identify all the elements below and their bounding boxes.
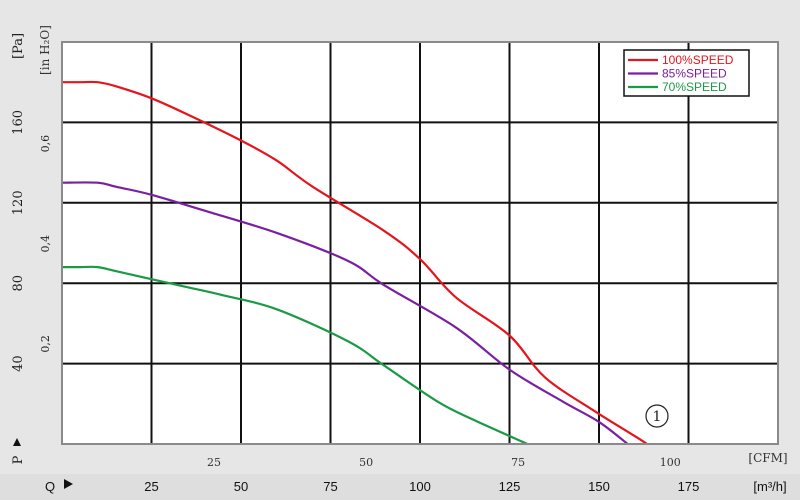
x-tick-label-cfm: 50 — [359, 456, 373, 469]
y-tick-label-pa: 160 — [11, 110, 26, 135]
series-line-100-speed — [62, 80, 649, 444]
annotation-number: 1 — [653, 409, 662, 425]
y-axis-letter: P — [11, 455, 26, 464]
y-tick-label-pa: 120 — [11, 190, 26, 215]
series-line-85-speed — [62, 181, 629, 444]
y-tick-label-inh2o: 0,2 — [39, 335, 52, 353]
x-unit-m3h: [m³/h] — [753, 479, 786, 494]
x-unit-cfm: [CFM] — [748, 451, 787, 465]
x-axis-band — [0, 474, 800, 500]
x-tick-label-cfm: 75 — [511, 456, 525, 469]
plot-border — [61, 41, 779, 445]
annotation-circle — [645, 404, 669, 428]
y-tick-label-inh2o: 0,4 — [39, 235, 52, 253]
y-tick-label-pa: 40 — [11, 355, 26, 372]
x-tick-label-m3h: 75 — [323, 479, 337, 494]
x-tick-label-m3h: 100 — [409, 479, 431, 494]
x-tick-label-cfm: 25 — [207, 456, 221, 469]
y-unit-pa: [Pa] — [11, 33, 26, 59]
q-axis-arrow-icon — [64, 479, 73, 489]
series-line-70-speed — [62, 265, 528, 444]
x-tick-label-m3h: 175 — [678, 479, 700, 494]
legend-label: 70%SPEED — [662, 80, 727, 94]
x-tick-label-m3h: 25 — [144, 479, 158, 494]
x-tick-label-m3h: 125 — [499, 479, 521, 494]
y-unit-inh2o: [in H₂O] — [38, 25, 52, 75]
x-tick-label-m3h: 50 — [234, 479, 248, 494]
x-tick-label-cfm: 100 — [660, 456, 681, 469]
legend-label: 85%SPEED — [662, 67, 727, 81]
p-axis-arrow-icon — [13, 438, 21, 446]
legend-label: 100%SPEED — [662, 53, 734, 67]
y-tick-label-pa: 80 — [11, 275, 26, 292]
y-tick-label-inh2o: 0,6 — [39, 135, 52, 153]
x-axis-letter: Q — [45, 479, 55, 494]
x-tick-label-m3h: 150 — [588, 479, 610, 494]
